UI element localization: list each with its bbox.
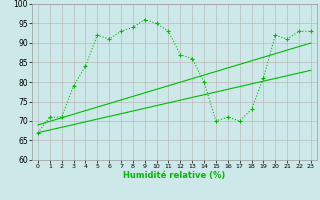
X-axis label: Humidité relative (%): Humidité relative (%) xyxy=(123,171,226,180)
